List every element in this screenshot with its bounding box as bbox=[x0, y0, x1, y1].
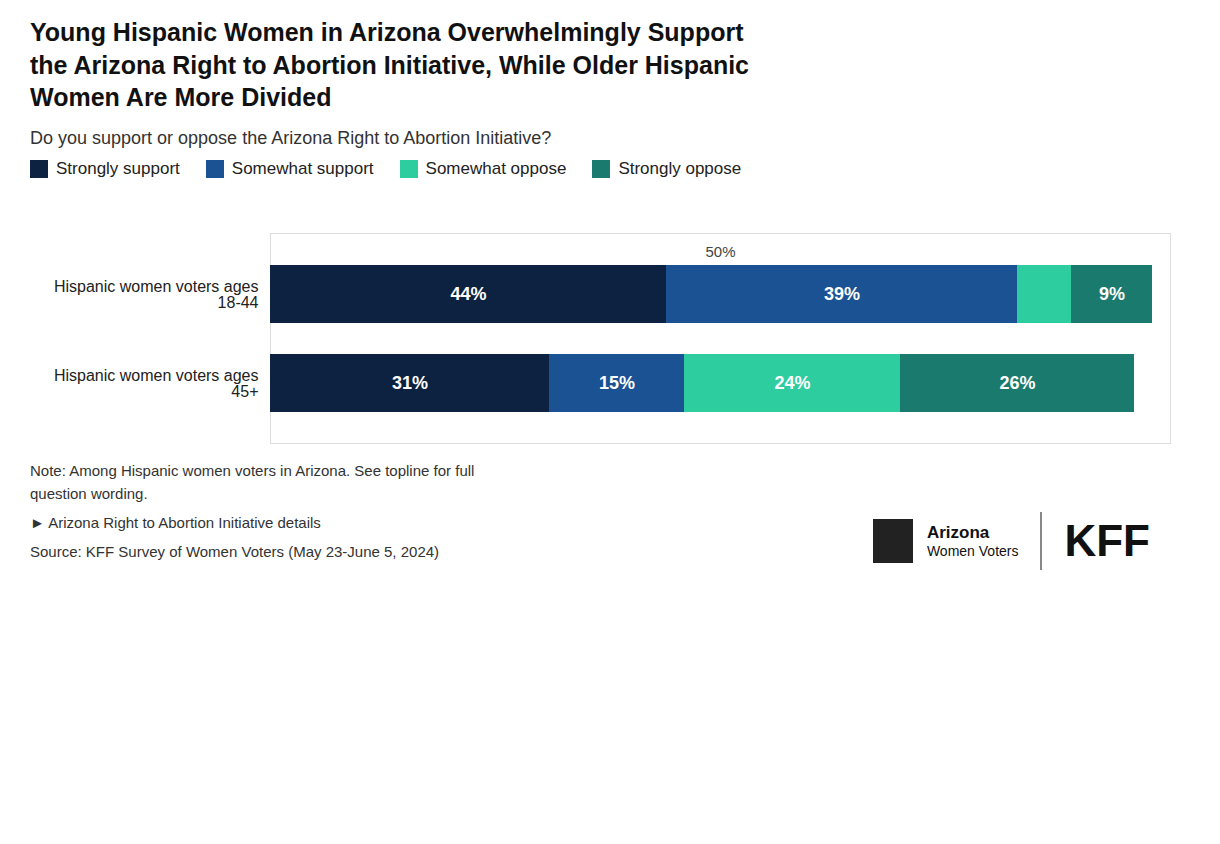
svg-text:31%: 31% bbox=[392, 373, 428, 393]
svg-text:39%: 39% bbox=[824, 284, 860, 304]
html-text:Somewhat oppose: Somewhat oppose bbox=[425, 158, 567, 178]
html-text:Somewhat support: Somewhat support bbox=[231, 158, 374, 178]
html-text:► Arizona Right to Abortion In: ► Arizona Right to Abortion Initiative d… bbox=[30, 514, 321, 531]
svg-text:Hispanic women voters ages18-4: Hispanic women voters ages18-44 bbox=[54, 277, 259, 310]
html-text:Strongly oppose: Strongly oppose bbox=[618, 158, 742, 178]
svg-text:26%: 26% bbox=[999, 373, 1035, 393]
svg-text:Hispanic women voters ages45+: Hispanic women voters ages45+ bbox=[54, 366, 259, 399]
svg-text:15%: 15% bbox=[599, 373, 635, 393]
html-text:Source: KFF Survey of Women Vo: Source: KFF Survey of Women Voters (May … bbox=[30, 543, 440, 561]
html-text:Young Hispanic Women in Arizon: Young Hispanic Women in Arizona Overwhel… bbox=[30, 18, 749, 111]
svg-text:24%: 24% bbox=[774, 373, 810, 393]
html-text:Arizona: Arizona bbox=[926, 522, 990, 542]
html-text:Do you support or oppose the A: Do you support or oppose the Arizona Rig… bbox=[30, 127, 552, 148]
svg-text:9%: 9% bbox=[1099, 284, 1125, 304]
html-text:Note: Among Hispanic women vot: Note: Among Hispanic women voters in Ari… bbox=[30, 461, 475, 502]
html-text:Women Voters: Women Voters bbox=[926, 542, 1019, 559]
svg-text:50%: 50% bbox=[705, 243, 735, 260]
html-text:KFF: KFF bbox=[1064, 515, 1150, 565]
html-text:Strongly support: Strongly support bbox=[56, 158, 180, 178]
svg-text:44%: 44% bbox=[450, 284, 486, 304]
